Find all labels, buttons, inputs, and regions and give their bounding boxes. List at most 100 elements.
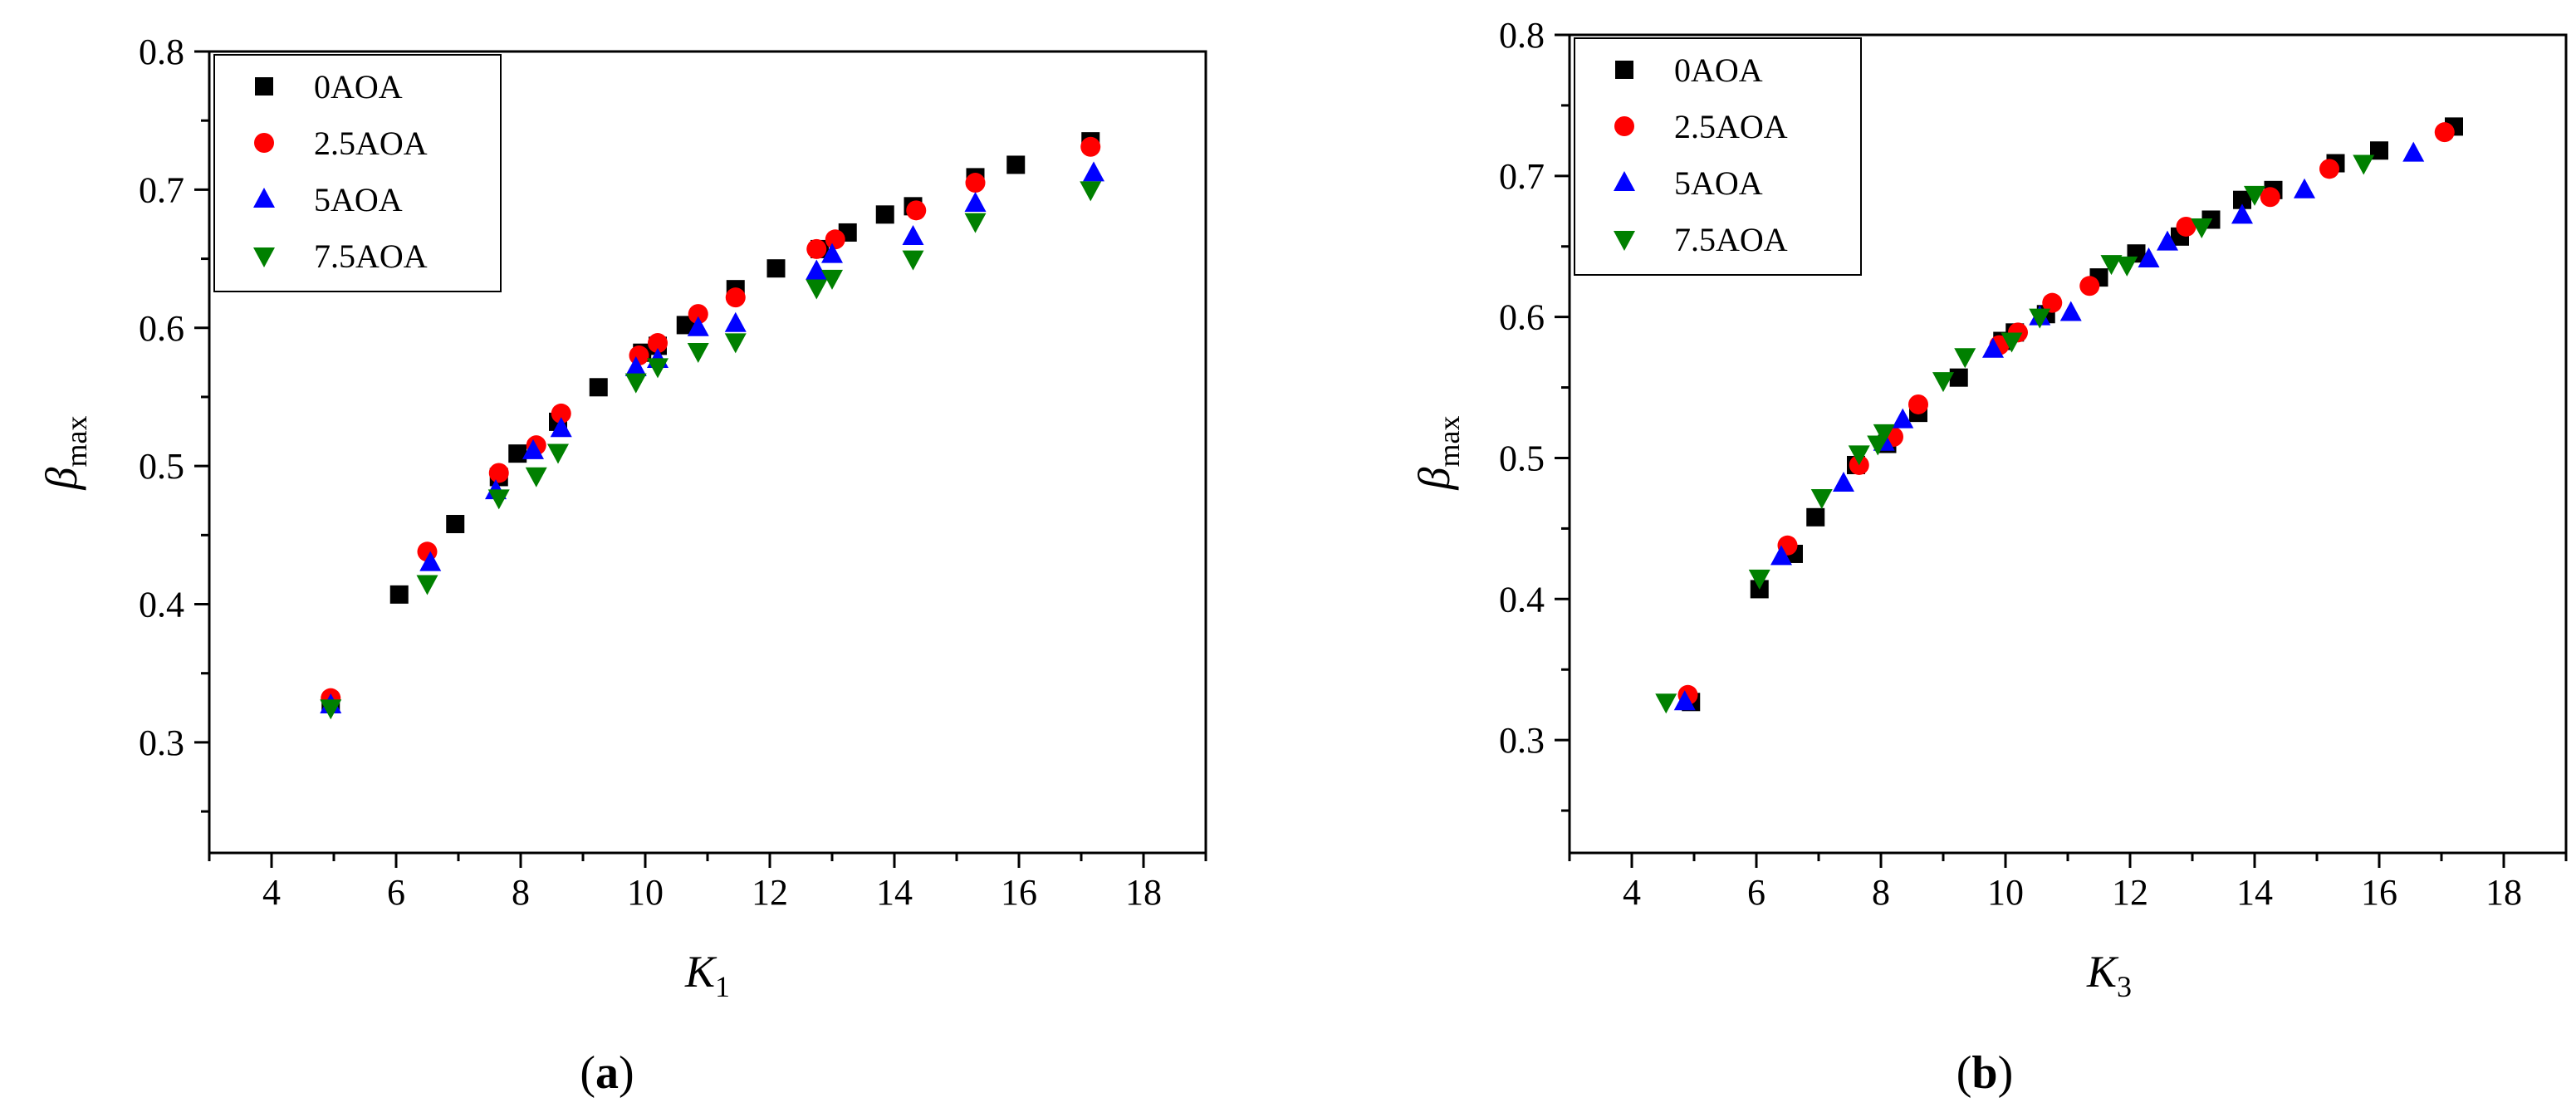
data-point <box>687 343 709 364</box>
legend-marker-5AOA <box>1614 171 1635 191</box>
data-point <box>1080 181 1102 202</box>
series-7-5AOA-points <box>320 181 1102 720</box>
data-point <box>320 699 342 720</box>
data-point <box>624 373 647 394</box>
x-tick-label: 10 <box>1987 872 2024 913</box>
x-tick-label: 16 <box>2361 872 2397 913</box>
legend-label: 5AOA <box>314 181 403 218</box>
panel-b-y-axis-label-main: β <box>1409 467 1459 490</box>
x-tick-label: 6 <box>1747 872 1765 913</box>
panel-a: 4 6 8 10 12 14 16 18 0.3 0.4 0.5 0.6 0.7 0.8 0AOA 2.5A… <box>37 32 1207 1099</box>
data-point <box>1833 472 1854 492</box>
data-point <box>2042 292 2063 313</box>
data-point <box>2157 230 2178 251</box>
data-point <box>964 192 987 213</box>
data-point <box>416 575 438 595</box>
data-point <box>725 287 746 308</box>
panel-b-legend: 0AOA 2.5AOA 5AOA 7.5AOA <box>1574 37 1862 276</box>
legend-marker-0AOA <box>255 77 273 96</box>
data-point <box>1770 545 1792 566</box>
data-point <box>906 200 927 221</box>
y-tick-label: 0.3 <box>1499 720 1545 761</box>
series-2-5AOA-points <box>1677 122 2455 705</box>
x-tick-label: 10 <box>627 872 664 913</box>
legend-label: 0AOA <box>1674 51 1763 89</box>
data-point <box>1954 348 1976 369</box>
data-point <box>825 229 845 250</box>
legend-label: 7.5AOA <box>314 238 428 275</box>
data-point <box>1908 394 1928 414</box>
data-point <box>676 316 695 335</box>
data-point <box>2294 178 2315 198</box>
panel-a-caption-letter: a <box>595 1047 619 1099</box>
data-point <box>446 515 465 534</box>
data-point <box>875 205 894 224</box>
x-tick-label: 8 <box>1872 872 1890 913</box>
y-tick-label: 0.5 <box>139 446 184 487</box>
data-point <box>2353 154 2375 175</box>
data-point <box>2402 141 2425 162</box>
legend-marker-7-5AOA <box>253 247 275 267</box>
y-tick-label: 0.6 <box>1499 297 1545 338</box>
data-point <box>1982 337 2004 358</box>
data-point <box>2029 308 2051 329</box>
data-point <box>487 489 510 510</box>
legend-marker-7-5AOA <box>1614 231 1635 251</box>
x-tick-label: 16 <box>1001 872 1037 913</box>
data-point <box>2244 185 2265 206</box>
data-point <box>508 444 527 463</box>
x-tick-label: 14 <box>876 872 913 913</box>
y-tick-label: 0.3 <box>139 723 184 763</box>
data-point <box>550 417 572 438</box>
legend-label: 0AOA <box>314 68 403 105</box>
panel-b-caption: (b) <box>1956 1047 2013 1099</box>
data-point <box>821 243 843 263</box>
data-point <box>902 250 924 271</box>
x-tick-label: 12 <box>752 872 788 913</box>
data-point <box>902 224 924 245</box>
x-tick-label: 6 <box>387 872 405 913</box>
data-point <box>551 403 571 424</box>
data-point <box>1848 445 1870 466</box>
data-point <box>648 333 668 354</box>
legend-marker-2-5AOA <box>254 133 274 153</box>
data-point <box>488 463 509 483</box>
y-tick-label: 0.4 <box>1499 579 1545 620</box>
data-point <box>1673 690 1696 711</box>
data-point <box>1932 372 1954 393</box>
panel-b-x-axis-label-main: K <box>2086 947 2119 997</box>
data-point <box>624 356 647 377</box>
panel-a-y-axis-label: βmax <box>37 416 93 491</box>
data-point <box>1873 424 1895 444</box>
data-point <box>525 467 547 487</box>
panel-a-x-axis-label-main: K <box>684 947 717 997</box>
data-point <box>2059 301 2082 321</box>
data-point <box>547 443 569 464</box>
data-point <box>2233 190 2251 209</box>
data-point <box>1806 507 1825 527</box>
x-tick-label: 4 <box>1623 872 1641 913</box>
panel-a-points <box>320 132 1104 720</box>
data-point <box>1810 489 1833 510</box>
panel-b-y-axis-label: βmax <box>1409 416 1466 491</box>
data-point <box>2434 122 2455 143</box>
data-point <box>419 551 442 571</box>
data-point <box>1655 693 1677 714</box>
data-point <box>1083 161 1104 182</box>
data-point <box>806 279 828 300</box>
panel-a-ticks: 4 6 8 10 12 14 16 18 0.3 0.4 0.5 0.6 0.7 0.8 <box>139 32 1207 913</box>
data-point <box>647 358 668 379</box>
data-point <box>806 238 827 259</box>
data-point <box>2001 332 2023 353</box>
y-tick-label: 0.8 <box>1499 15 1545 56</box>
data-point <box>2260 187 2280 208</box>
legend-label: 7.5AOA <box>1674 221 1788 258</box>
panel-a-y-axis-label-main: β <box>37 467 86 490</box>
y-tick-label: 0.4 <box>139 585 184 625</box>
data-point <box>2138 247 2160 268</box>
data-point <box>1892 408 1914 429</box>
data-point <box>389 585 409 604</box>
legend-label: 2.5AOA <box>1674 108 1788 145</box>
data-point <box>2116 256 2138 277</box>
data-point <box>2370 141 2388 160</box>
